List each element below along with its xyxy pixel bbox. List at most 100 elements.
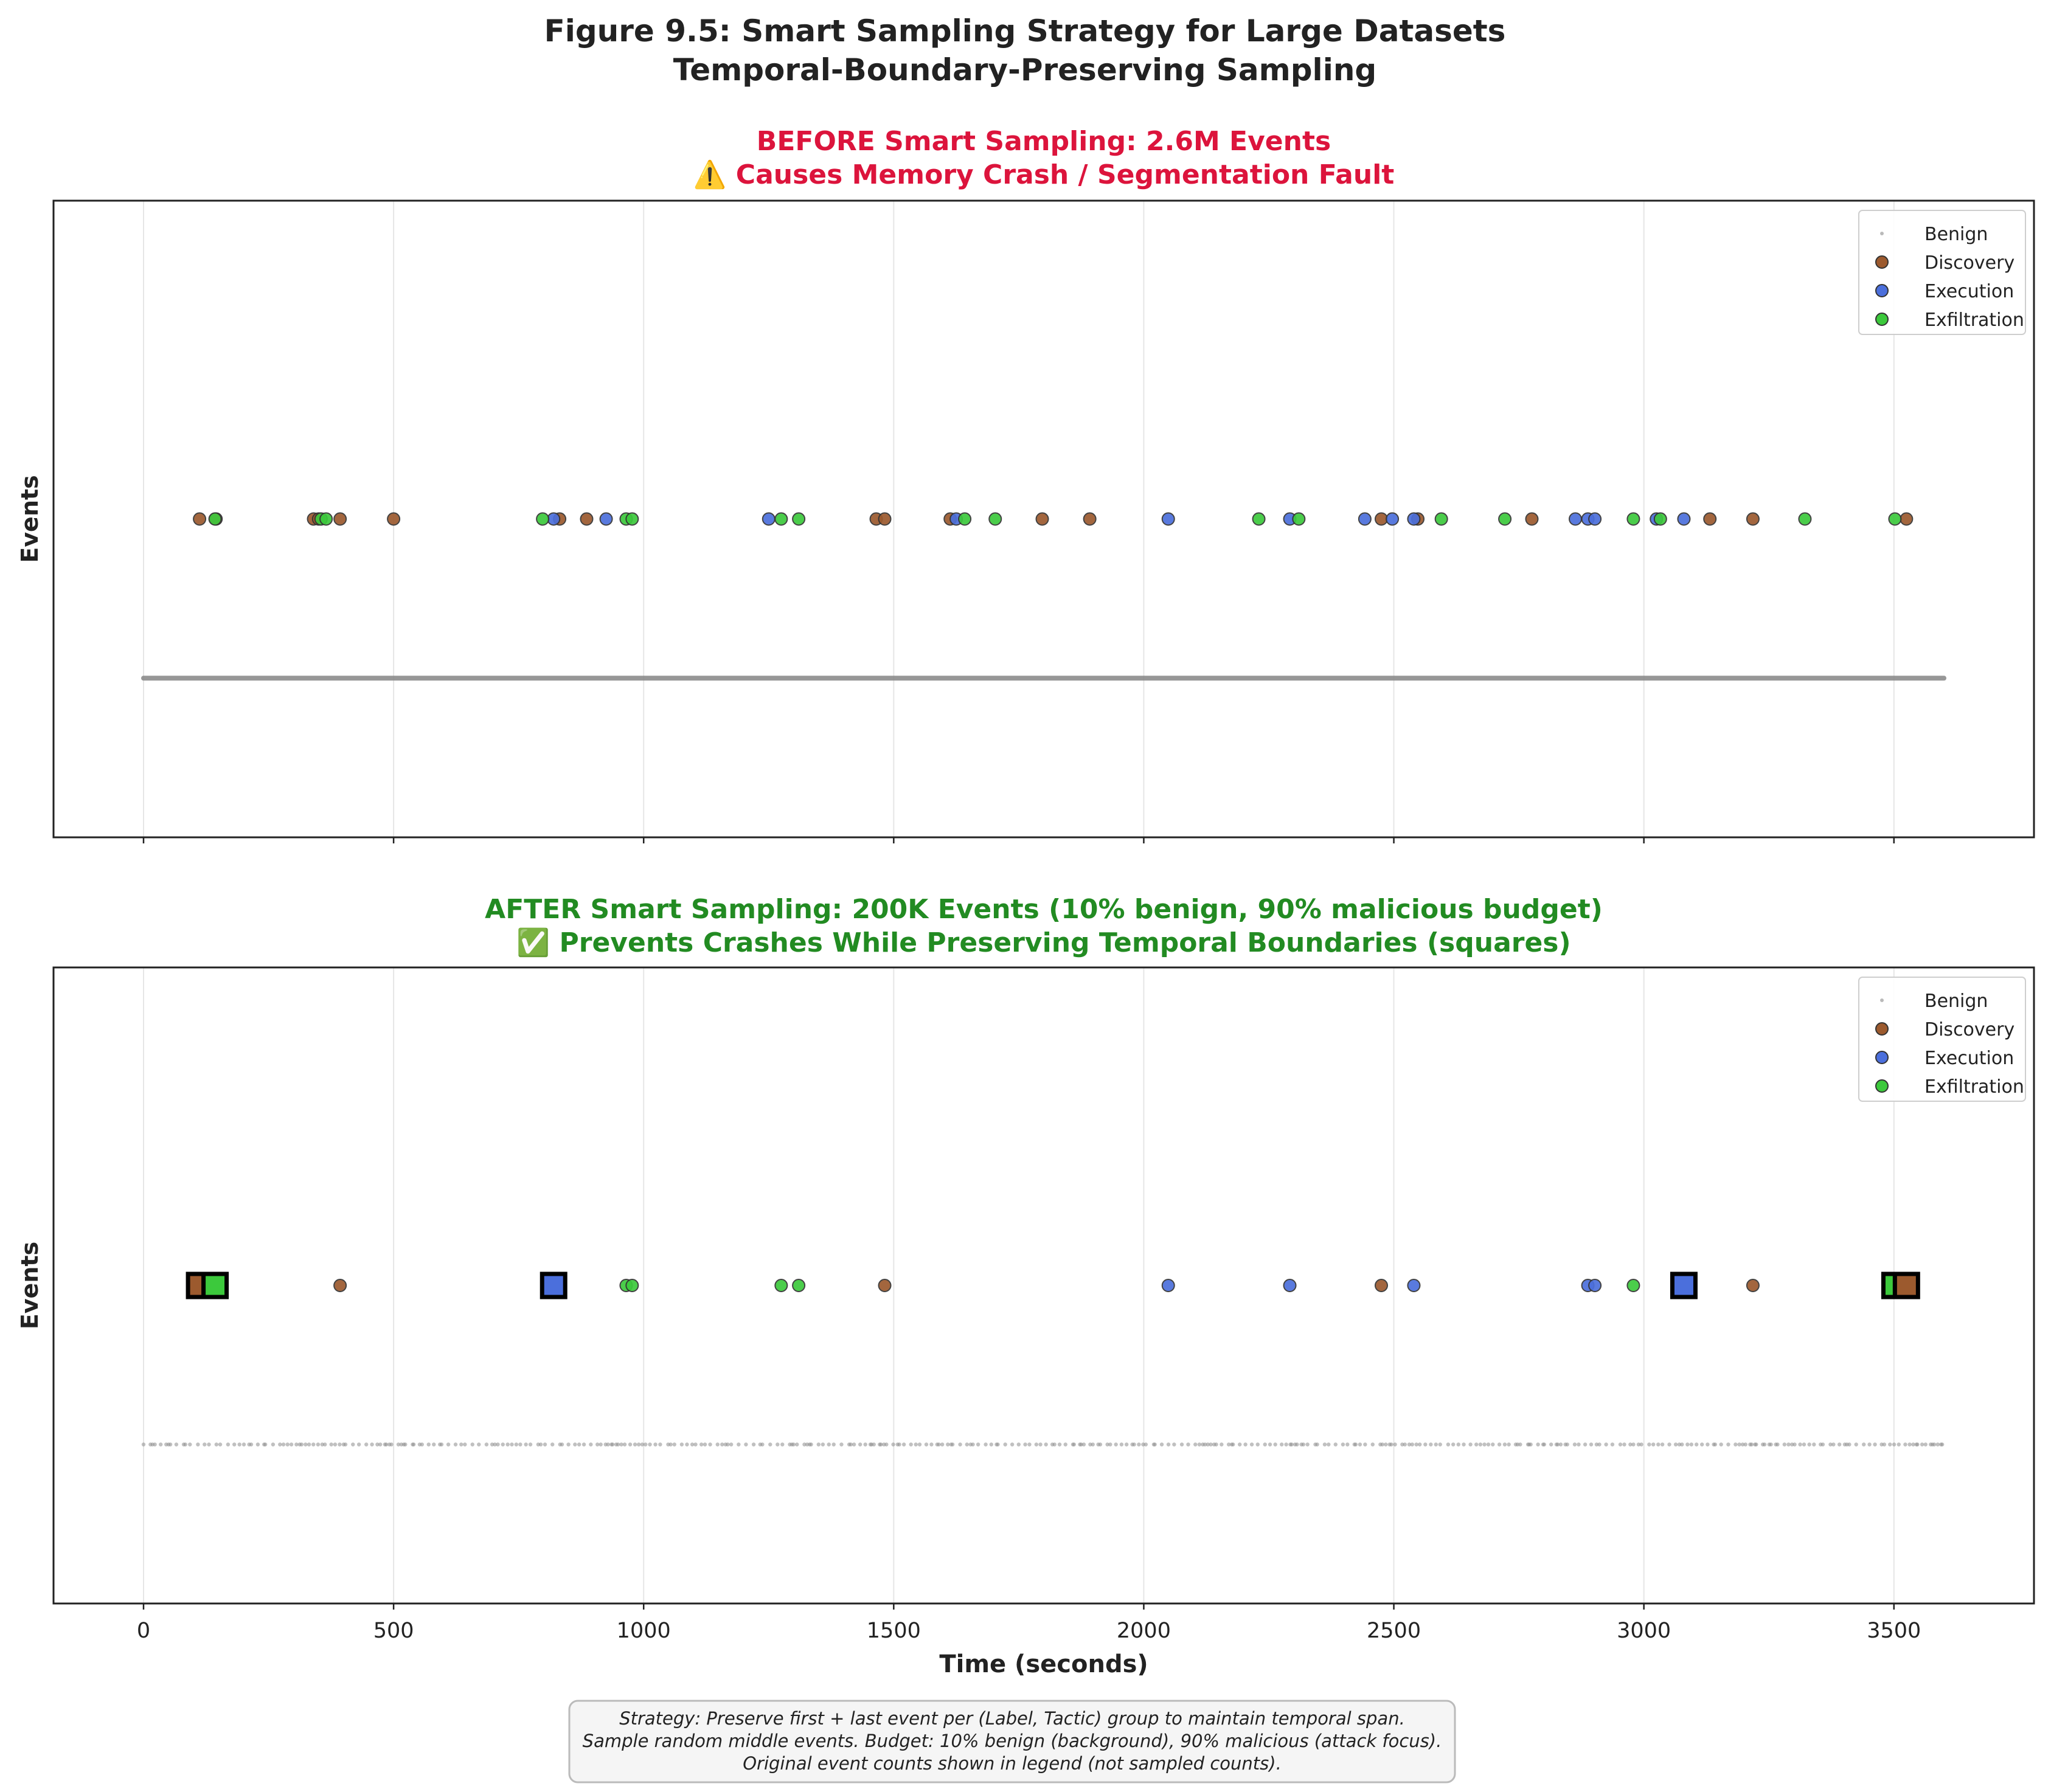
point-execution	[1161, 512, 1175, 526]
benign-point	[1862, 1442, 1866, 1447]
benign-point	[323, 1442, 327, 1447]
legend-label-execution: Execution	[1924, 1048, 2014, 1069]
benign-point	[1072, 1442, 1077, 1447]
benign-point	[1438, 1442, 1442, 1447]
benign-point	[768, 1442, 772, 1447]
benign-point	[470, 1442, 474, 1447]
benign-point	[389, 1442, 394, 1447]
benign-point	[737, 1442, 741, 1447]
benign-point	[644, 1442, 648, 1447]
benign-point	[278, 1442, 282, 1447]
benign-point	[1384, 1442, 1388, 1447]
benign-point	[477, 1442, 481, 1447]
benign-point	[1003, 1442, 1007, 1447]
benign-point	[1594, 1442, 1599, 1447]
benign-point	[329, 1442, 333, 1447]
point-execution	[1161, 1279, 1175, 1292]
benign-point	[1733, 1442, 1738, 1447]
plot-frame	[52, 966, 2035, 1605]
legend-marker-execution	[1875, 284, 1889, 297]
benign-point	[633, 1442, 637, 1447]
benign-point	[715, 1442, 720, 1447]
benign-point	[1243, 1442, 1248, 1447]
chart-title-line2: ⚠️ Causes Memory Crash / Segmentation Fa…	[693, 159, 1395, 190]
benign-point	[351, 1442, 355, 1447]
benign-point	[1565, 1442, 1569, 1447]
benign-point	[1153, 1442, 1157, 1447]
x-tick-label: 3000	[1617, 1619, 1671, 1643]
benign-point	[1280, 1442, 1284, 1447]
benign-point	[1451, 1442, 1456, 1447]
point-exfiltration	[536, 512, 550, 526]
legend: Benign Discovery Execution Exfiltration	[1858, 977, 2026, 1102]
benign-point	[1754, 1442, 1758, 1447]
benign-point	[827, 1442, 831, 1447]
benign-point	[917, 1442, 922, 1447]
benign-point	[776, 1442, 780, 1447]
benign-point	[729, 1442, 734, 1447]
benign-point	[1333, 1442, 1338, 1447]
benign-point	[1114, 1442, 1118, 1447]
benign-point	[1882, 1442, 1887, 1447]
benign-point	[950, 1442, 955, 1447]
benign-point	[343, 1442, 348, 1447]
chart-title-line2: ✅ Prevents Crashes While Preserving Temp…	[516, 927, 1570, 958]
benign-point	[1418, 1442, 1422, 1447]
benign-point	[226, 1442, 231, 1447]
benign-point	[1091, 1442, 1095, 1447]
benign-point	[1370, 1442, 1375, 1447]
benign-point	[816, 1442, 821, 1447]
benign-point	[616, 1442, 620, 1447]
benign-point	[426, 1442, 431, 1447]
benign-point	[1027, 1442, 1032, 1447]
benign-point	[1920, 1442, 1924, 1447]
legend-label-discovery: Discovery	[1924, 1019, 2015, 1040]
legend-label-exfiltration: Exfiltration	[1924, 1076, 2024, 1098]
benign-point	[1209, 1442, 1213, 1447]
benign-point	[795, 1442, 799, 1447]
benign-point	[1132, 1442, 1136, 1447]
benign-point	[1628, 1442, 1633, 1447]
benign-point	[1873, 1442, 1877, 1447]
benign-point	[1837, 1442, 1842, 1447]
benign-point	[780, 1442, 785, 1447]
benign-point	[879, 1442, 883, 1447]
benign-point	[1597, 1442, 1602, 1447]
point-execution	[1386, 512, 1400, 526]
point-exfiltration	[774, 512, 788, 526]
benign-point	[1915, 1442, 1920, 1447]
point-exfiltration	[1292, 512, 1306, 526]
benign-point	[809, 1442, 813, 1447]
benign-point	[679, 1442, 684, 1447]
benign-point	[946, 1442, 950, 1447]
point-discovery	[1035, 512, 1049, 526]
benign-point	[1482, 1442, 1487, 1447]
point-discovery	[333, 512, 347, 526]
x-tick-label: 0	[137, 1619, 150, 1643]
benign-point	[1618, 1442, 1623, 1447]
benign-point	[1273, 1442, 1277, 1447]
benign-point	[1226, 1442, 1231, 1447]
benign-point	[403, 1442, 408, 1447]
benign-point	[690, 1442, 695, 1447]
benign-point	[411, 1442, 416, 1447]
benign-point	[1322, 1442, 1327, 1447]
benign-point	[1807, 1442, 1811, 1447]
benign-point	[1263, 1442, 1267, 1447]
benign-point	[1694, 1442, 1699, 1447]
benign-point	[1098, 1442, 1103, 1447]
point-discovery	[878, 512, 892, 526]
benign-point	[1186, 1442, 1190, 1447]
benign-point	[1468, 1442, 1473, 1447]
benign-point	[378, 1442, 383, 1447]
benign-point	[672, 1442, 676, 1447]
benign-point	[1911, 1442, 1915, 1447]
benign-point	[566, 1442, 571, 1447]
benign-point	[914, 1442, 918, 1447]
benign-point	[528, 1442, 533, 1447]
benign-point	[1660, 1442, 1665, 1447]
benign-point	[459, 1442, 463, 1447]
point-exfiltration	[208, 512, 222, 526]
benign-point	[1353, 1442, 1358, 1447]
legend-label-execution: Execution	[1924, 281, 2014, 302]
